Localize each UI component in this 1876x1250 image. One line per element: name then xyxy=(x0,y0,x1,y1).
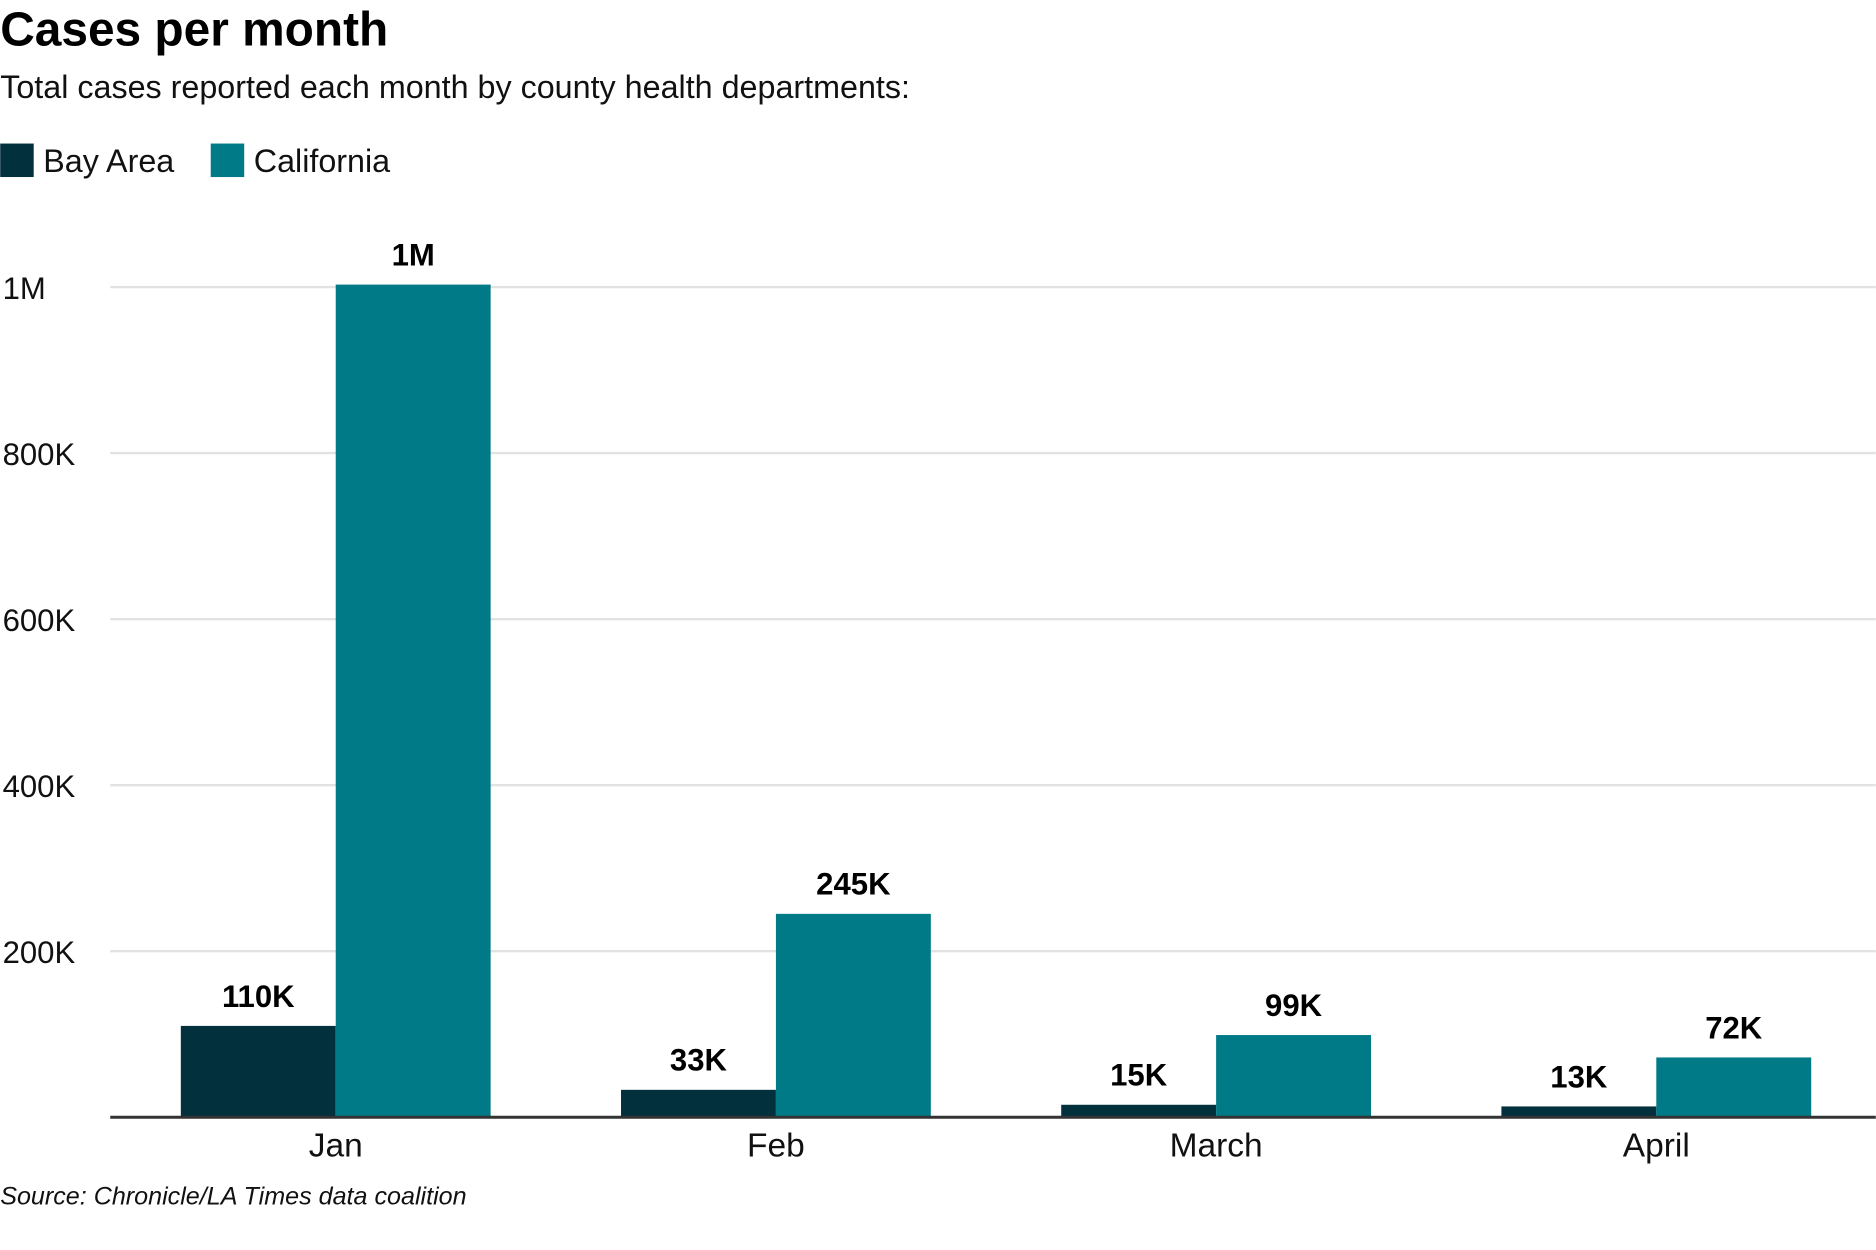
y-axis: 200K 400K 600K 800K 1M xyxy=(3,271,76,970)
legend: Bay Area California xyxy=(0,143,390,179)
y-tick-label: 200K xyxy=(3,935,76,970)
bar-bay-area-march xyxy=(1061,1104,1217,1118)
y-tick-label: 400K xyxy=(3,769,76,804)
y-tick-label: 800K xyxy=(3,437,76,472)
x-tick-label: Jan xyxy=(309,1128,363,1165)
x-tick-label: March xyxy=(1170,1128,1263,1165)
legend-label-bay-area: Bay Area xyxy=(43,143,174,179)
bars: 110K 1M 33K 245K 15K 99K 13K 72K xyxy=(180,237,1812,1118)
x-axis: Jan Feb March April xyxy=(309,1128,1690,1165)
bar-bay-area-feb xyxy=(621,1089,776,1118)
legend-label-california: California xyxy=(254,143,390,179)
bar-california-feb xyxy=(775,913,931,1118)
chart-subtitle: Total cases reported each month by count… xyxy=(0,69,910,105)
bar-bay-area-jan xyxy=(180,1025,336,1118)
bar-california-jan xyxy=(335,284,491,1118)
legend-swatch-bay-area xyxy=(0,143,34,178)
y-tick-label: 1M xyxy=(3,271,46,306)
data-label: 72K xyxy=(1705,1010,1763,1045)
data-label: 1M xyxy=(392,237,435,272)
data-label: 33K xyxy=(670,1043,728,1078)
data-label: 13K xyxy=(1550,1059,1608,1094)
x-tick-label: Feb xyxy=(747,1128,805,1165)
bar-california-april xyxy=(1656,1057,1812,1118)
bar-bay-area-april xyxy=(1501,1106,1657,1118)
data-label: 15K xyxy=(1110,1058,1168,1093)
chart-title: Cases per month xyxy=(0,3,388,56)
data-label: 110K xyxy=(222,979,295,1014)
legend-swatch-california xyxy=(210,143,245,178)
bar-california-march xyxy=(1216,1035,1372,1118)
x-tick-label: April xyxy=(1623,1128,1690,1165)
data-label: 99K xyxy=(1265,988,1323,1023)
y-tick-label: 600K xyxy=(3,603,76,638)
data-label: 245K xyxy=(816,867,891,902)
source-note: Source: Chronicle/LA Times data coalitio… xyxy=(0,1183,466,1211)
